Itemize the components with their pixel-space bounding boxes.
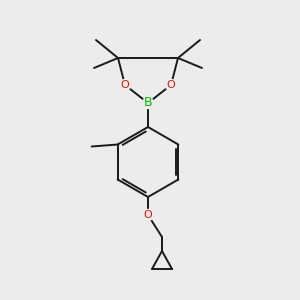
Circle shape: [142, 98, 154, 109]
Circle shape: [119, 80, 130, 91]
Text: O: O: [144, 210, 152, 220]
Text: O: O: [121, 80, 129, 90]
Circle shape: [142, 209, 154, 220]
Text: B: B: [144, 97, 152, 110]
Circle shape: [166, 80, 176, 91]
Text: O: O: [167, 80, 176, 90]
